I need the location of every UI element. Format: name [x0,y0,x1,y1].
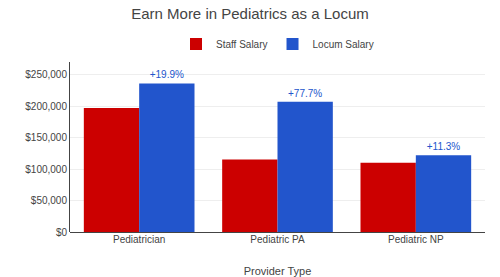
svg-text:Earn More in Pediatrics as a L: Earn More in Pediatrics as a Locum [131,5,369,22]
svg-text:$0: $0 [56,227,68,238]
svg-text:$250,000: $250,000 [25,69,67,80]
svg-text:$200,000: $200,000 [25,101,67,112]
svg-text:$100,000: $100,000 [25,164,67,175]
svg-text:Pediatric PA: Pediatric PA [250,234,305,245]
svg-text:Provider Type: Provider Type [244,265,312,277]
svg-text:+77.7%: +77.7% [288,88,322,99]
svg-text:Staff Salary: Staff Salary [216,39,268,50]
svg-text:Locum Salary: Locum Salary [313,39,374,50]
svg-text:$150,000: $150,000 [25,132,67,143]
svg-text:Pediatric NP: Pediatric NP [388,234,444,245]
svg-text:+11.3%: +11.3% [427,141,461,152]
svg-text:$50,000: $50,000 [31,195,68,206]
svg-text:+19.9%: +19.9% [150,69,184,80]
svg-text:Pediatrician: Pediatrician [113,234,165,245]
